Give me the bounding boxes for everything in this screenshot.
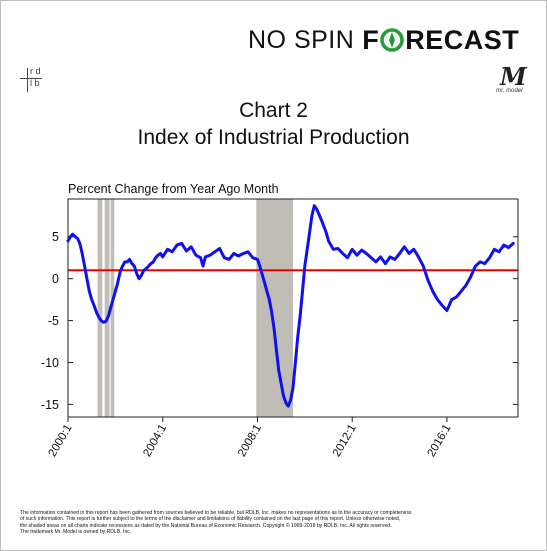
brand-text-2-prefix: F: [362, 24, 380, 55]
rdlb-logo: r d l b: [20, 66, 46, 96]
x-tick-label: 2016:1: [426, 423, 454, 459]
y-tick-label: 0: [52, 272, 59, 286]
brand-text-2-suffix: RECAST: [405, 24, 520, 55]
y-tick-label: -5: [48, 314, 59, 328]
recession-band: [97, 199, 103, 417]
rdlb-logo-top: r d: [30, 66, 41, 76]
footer-line: The information contained in this report…: [20, 510, 412, 516]
disclaimer-footer: The information contained in this report…: [20, 510, 530, 536]
rdlb-logo-vline: [27, 68, 28, 92]
y-axis-ticks: 5 0 -5 -10 -15: [41, 230, 518, 412]
y-tick-label: 5: [52, 230, 59, 244]
brand-text-1: NO SPIN: [248, 25, 355, 54]
rdlb-logo-hline: [20, 78, 42, 79]
plot-area-frame: [67, 198, 519, 418]
footer-line: the shaded areas on all charts indicate …: [20, 522, 392, 529]
recession-band: [104, 199, 110, 417]
compass-icon: [380, 28, 405, 52]
x-tick-label: 2004:1: [141, 423, 169, 459]
footer-line: of such information. This report is furt…: [20, 516, 401, 523]
rdlb-logo-bottom: l b: [30, 78, 40, 88]
x-tick-label: 2008:1: [236, 423, 264, 459]
recession-shading-group: [97, 199, 293, 417]
brand-text-2: F RECAST: [362, 25, 519, 56]
chart-title: Index of Industrial Production: [137, 126, 410, 149]
chart-subtitle: Percent Change from Year Ago Month: [68, 182, 279, 196]
series-line: [66, 204, 515, 408]
chart-number: Chart 2: [239, 99, 308, 122]
mr-model-caption: mr. model: [496, 88, 523, 94]
y-tick-label: -10: [41, 356, 59, 370]
brand-logo: NO SPIN F RECAST: [248, 22, 519, 58]
x-tick-label: 2012:1: [331, 423, 359, 459]
recession-band: [256, 199, 293, 417]
x-axis-ticks: 2000:1 2004:1 2008:1 2012:1 2016:1: [47, 417, 454, 459]
recession-band: [110, 199, 115, 417]
x-tick-label: 2000:1: [47, 423, 75, 459]
mr-model-letter: M: [500, 62, 527, 91]
mr-model-logo: M mr. model: [492, 62, 528, 96]
footer-line: The trademark Mr. Model is owned by RDLB…: [20, 529, 132, 536]
y-tick-label: -15: [41, 398, 59, 412]
